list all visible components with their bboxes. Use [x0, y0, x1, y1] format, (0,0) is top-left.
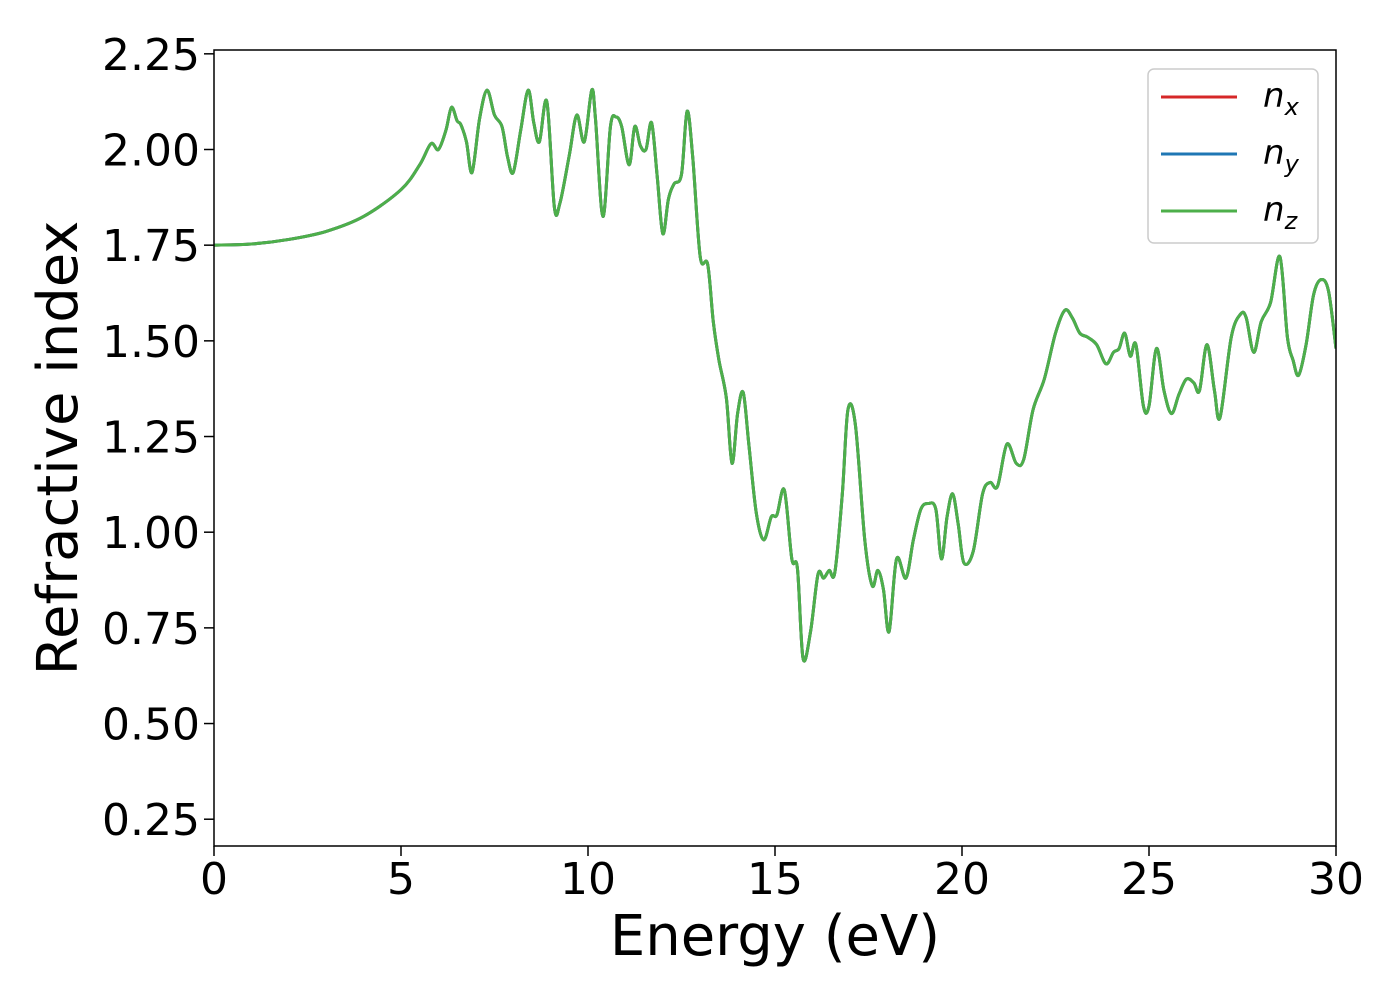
x-axis-label: Energy (eV) — [610, 904, 940, 969]
x-tick-label: 30 — [1308, 854, 1364, 905]
series-line-nz — [214, 87, 1336, 663]
legend-label-nx: nx — [1263, 76, 1300, 121]
series-lines — [214, 87, 1336, 663]
y-axis-ticks: 0.25 0.50 0.75 1.00 1.25 1.50 1.75 2.00 2.25 — [102, 30, 214, 846]
plot-area-frame — [213, 49, 1337, 847]
y-tick-label: 2.00 — [102, 126, 200, 177]
x-tick-label: 0 — [200, 854, 228, 905]
x-tick-label: 15 — [747, 854, 803, 905]
y-tick-label: 2.25 — [102, 30, 200, 81]
y-tick-label: 1.50 — [102, 317, 200, 368]
x-tick-label: 10 — [560, 854, 616, 905]
legend-label-nz: nz — [1263, 190, 1299, 235]
legend: nx ny nz — [1147, 68, 1319, 244]
y-tick-label: 1.00 — [102, 508, 200, 559]
y-tick-label: 1.75 — [102, 221, 200, 272]
y-tick-label: 0.50 — [102, 700, 200, 751]
x-tick-label: 20 — [934, 854, 990, 905]
x-tick-label: 25 — [1121, 854, 1177, 905]
y-axis-label: Refractive index — [26, 221, 91, 676]
x-axis-ticks: 0 5 10 15 20 25 30 — [200, 846, 1364, 905]
y-tick-label: 1.25 — [102, 413, 200, 464]
legend-box — [1147, 68, 1319, 244]
x-tick-label: 5 — [387, 854, 415, 905]
y-tick-label: 0.25 — [102, 795, 200, 846]
legend-label-ny: ny — [1263, 133, 1300, 178]
y-tick-label: 0.75 — [102, 604, 200, 655]
